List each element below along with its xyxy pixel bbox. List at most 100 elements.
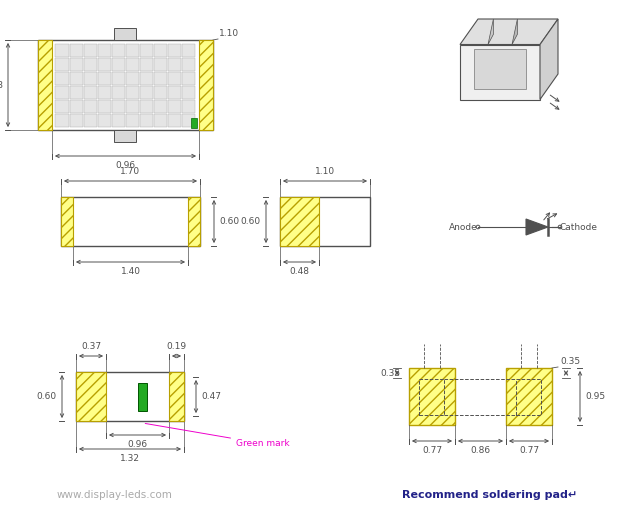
Bar [126,72,139,84]
Bar [84,99,97,113]
Bar [98,57,111,71]
Bar [140,44,153,56]
Text: 0.35: 0.35 [381,369,401,377]
Text: www.display-leds.com: www.display-leds.com [57,490,173,500]
Bar [55,44,69,56]
Bar [168,72,182,84]
Bar [55,57,69,71]
Polygon shape [488,19,493,45]
Text: Cathode: Cathode [560,223,598,231]
Bar [61,197,73,246]
Text: 0.77: 0.77 [519,446,539,455]
Text: 0.86: 0.86 [470,446,491,455]
Bar [168,86,182,98]
Bar [55,86,69,98]
Bar [154,99,167,113]
Polygon shape [460,45,540,99]
Bar [126,57,139,71]
Text: 0.60: 0.60 [37,392,57,401]
Bar [70,86,82,98]
Bar [76,372,106,421]
Bar [280,197,319,246]
Bar [140,99,153,113]
Bar [112,57,125,71]
Bar [112,86,125,98]
Text: 1.32: 1.32 [120,454,140,463]
Bar [84,44,97,56]
Bar [140,114,153,126]
Polygon shape [526,219,548,235]
Text: 0.47: 0.47 [201,392,221,401]
Bar [506,368,552,425]
Bar [168,99,182,113]
Polygon shape [540,19,558,99]
Text: 0.35: 0.35 [560,357,580,366]
Bar [154,44,167,56]
Bar [55,99,69,113]
Bar [182,86,196,98]
Bar [115,28,137,40]
Text: 1.70: 1.70 [120,167,140,176]
Bar [169,372,184,421]
Text: 1.10: 1.10 [219,29,239,38]
Text: 0.77: 0.77 [422,446,442,455]
Bar [154,57,167,71]
Bar [55,114,69,126]
Bar [188,197,200,246]
Text: 0.19: 0.19 [166,342,187,351]
Bar [98,44,111,56]
Bar [112,44,125,56]
Bar [76,372,184,421]
Bar [516,379,541,415]
Bar [419,379,444,415]
Bar [70,57,82,71]
Bar [38,40,213,130]
Bar [138,383,147,411]
Bar [84,114,97,126]
Bar [98,99,111,113]
Text: 0.48: 0.48 [0,80,3,90]
Text: 1.10: 1.10 [315,167,335,176]
Bar [84,72,97,84]
Bar [154,86,167,98]
Bar [84,86,97,98]
Bar [112,72,125,84]
Bar [168,114,182,126]
Bar [280,197,370,246]
Bar [115,130,137,142]
Bar [474,50,526,89]
Bar [126,86,139,98]
Bar [154,114,167,126]
Bar [182,72,196,84]
Bar [168,57,182,71]
Bar [140,86,153,98]
Bar [182,57,196,71]
Bar [154,72,167,84]
Bar [199,40,213,130]
Bar [70,44,82,56]
Text: 0.96: 0.96 [128,440,147,449]
Bar [61,197,200,246]
Polygon shape [460,19,558,45]
Bar [38,40,52,130]
Bar [126,44,139,56]
Text: 0.60: 0.60 [241,217,261,226]
Bar [126,114,139,126]
Bar [126,99,139,113]
Bar [84,57,97,71]
Bar [112,99,125,113]
Text: 0.37: 0.37 [81,342,101,351]
Text: 0.48: 0.48 [290,267,310,276]
Bar [112,114,125,126]
Text: 0.96: 0.96 [115,161,136,170]
Bar [98,86,111,98]
Bar [182,44,196,56]
Text: Recommend soldering pad↵: Recommend soldering pad↵ [402,490,578,500]
Bar [191,118,197,128]
Text: Green mark: Green mark [146,423,290,448]
Bar [98,72,111,84]
Bar [168,44,182,56]
Bar [182,114,196,126]
Text: 0.60: 0.60 [219,217,239,226]
Bar [140,72,153,84]
